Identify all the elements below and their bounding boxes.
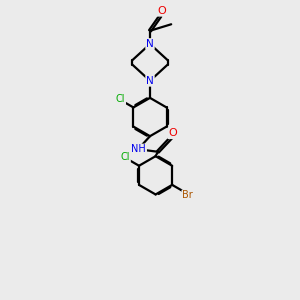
Text: Cl: Cl — [116, 94, 125, 104]
Text: Br: Br — [182, 190, 193, 200]
Text: N: N — [146, 39, 154, 49]
Text: NH: NH — [131, 144, 146, 154]
Text: O: O — [158, 6, 166, 16]
Text: N: N — [146, 76, 154, 86]
Text: Cl: Cl — [121, 152, 130, 162]
Text: O: O — [168, 128, 177, 138]
